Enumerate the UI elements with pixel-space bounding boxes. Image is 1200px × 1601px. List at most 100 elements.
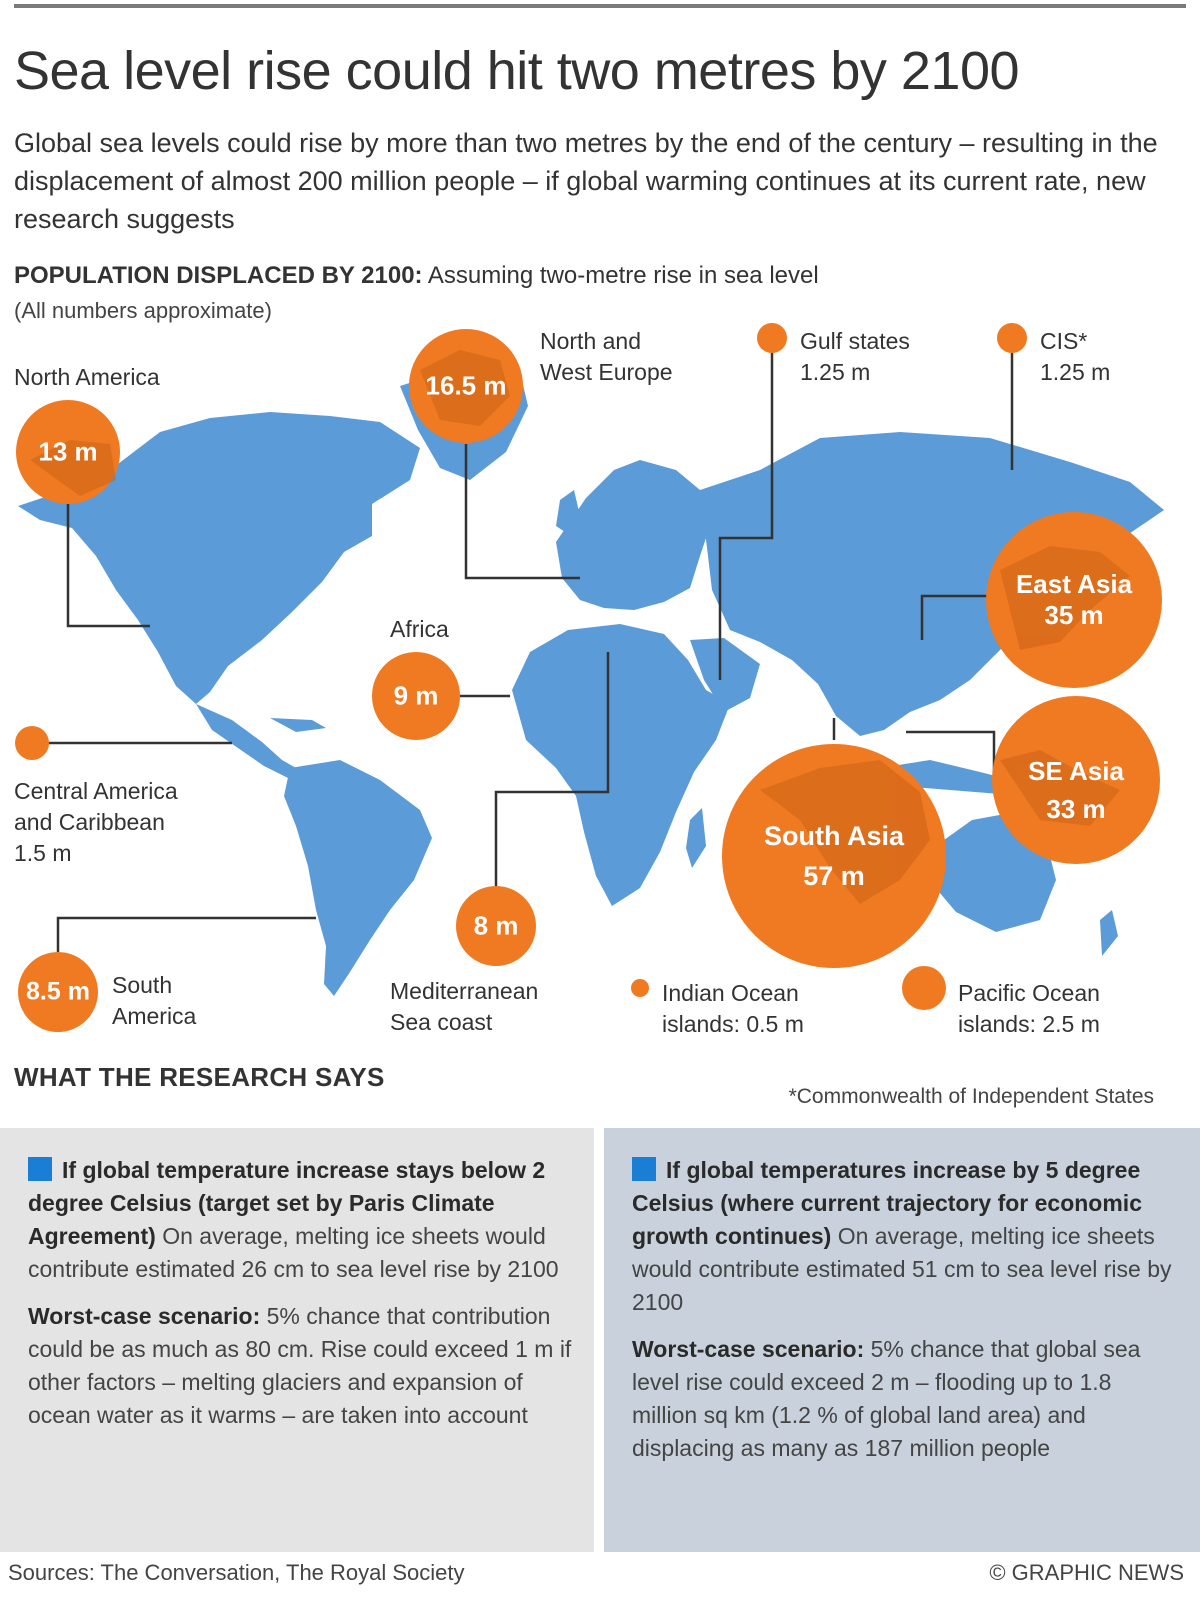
map-note: (All numbers approximate) — [14, 298, 272, 323]
label-gulf: Gulf states 1.25 m — [800, 326, 910, 388]
credit: © GRAPHIC NEWS — [989, 1560, 1184, 1585]
label-africa: Africa — [390, 616, 449, 642]
scenario-5-degrees-summary: If global temperatures increase by 5 deg… — [632, 1154, 1178, 1319]
central-america-line1: Central America — [14, 778, 178, 804]
square-bullet-icon — [28, 1157, 52, 1181]
mediterranean-line2: Sea coast — [390, 1009, 493, 1035]
label-north-america: North America — [14, 364, 160, 390]
indian-ocean-line1: Indian Ocean — [662, 980, 799, 1006]
scenario-5-degrees-worst: Worst-case scenario: 5% chance that glob… — [632, 1333, 1178, 1465]
mediterranean-line1: Mediterranean — [390, 978, 539, 1004]
bubble-cis — [997, 323, 1027, 353]
central-america-value: 1.5 m — [14, 840, 72, 866]
label-cis: CIS* 1.25 m — [1040, 326, 1110, 388]
scenario-2-degrees-bold: If global temperature increase stays bel… — [28, 1157, 546, 1249]
east-asia-value: 35 m — [1044, 600, 1104, 630]
scenario-5-degrees-text: On average, melting ice sheets would con… — [632, 1223, 1172, 1315]
leader-europe — [464, 444, 580, 580]
land-masses — [18, 364, 1164, 996]
land-uk — [556, 490, 580, 534]
world-map — [15, 323, 1164, 1032]
map-heading: POPULATION DISPLACED BY 2100: Assuming t… — [14, 262, 819, 290]
leader-gulf — [718, 340, 774, 680]
bubble-value-europe: 16.5 m — [425, 370, 507, 401]
se-asia-name: SE Asia — [1028, 756, 1124, 786]
leader-north-america — [66, 504, 150, 628]
scenario-2-degrees-worst: Worst-case scenario: 5% chance that cont… — [28, 1300, 572, 1432]
bubble-land-shading — [30, 350, 1130, 904]
scenario-5-degrees-bold: If global temperatures increase by 5 deg… — [632, 1157, 1142, 1249]
top-rule — [14, 4, 1186, 8]
south-asia-name: South Asia — [763, 821, 905, 851]
land-madagascar — [686, 808, 706, 868]
south-america-line1: South — [112, 972, 173, 998]
page-title: Sea level rise could hit two metres by 2… — [14, 41, 1020, 101]
indian-ocean-line2: islands: 0.5 m — [662, 1011, 804, 1037]
bubble-value-north-america: 13 m — [38, 436, 98, 467]
bubble-label-se-asia: SE Asia 33 m — [1028, 752, 1124, 828]
bubble-label-east-asia: East Asia 35 m — [1016, 569, 1132, 631]
bubbles — [15, 323, 1162, 1032]
leader-east-asia — [920, 594, 990, 640]
europe-line1: North and — [540, 328, 642, 354]
cis-value: 1.25 m — [1040, 359, 1111, 385]
scenario-box-5-degrees: If global temperatures increase by 5 deg… — [604, 1128, 1200, 1552]
scenario-box-2-degrees: If global temperature increase stays bel… — [0, 1128, 594, 1552]
land-new-zealand — [1100, 910, 1118, 956]
bubble-north-america — [16, 400, 120, 504]
bubble-gulf — [757, 323, 787, 353]
cis-footnote: *Commonwealth of Independent States — [788, 1085, 1154, 1108]
land-europe — [556, 460, 712, 610]
sources: Sources: The Conversation, The Royal Soc… — [8, 1560, 465, 1585]
label-pacific-ocean: Pacific Ocean islands: 2.5 m — [958, 978, 1100, 1040]
land-africa — [512, 624, 730, 906]
worst-case-label: Worst-case scenario: — [632, 1336, 865, 1362]
pacific-ocean-line1: Pacific Ocean — [958, 980, 1100, 1006]
bubble-africa — [372, 652, 460, 740]
south-america-line2: America — [112, 1003, 197, 1029]
bubble-indian-ocean — [631, 979, 649, 997]
land-asia — [700, 432, 1164, 736]
square-bullet-icon — [632, 1157, 656, 1181]
bubble-value-africa: 9 m — [393, 680, 439, 711]
land-central-america — [196, 704, 296, 778]
label-central-america: Central America and Caribbean 1.5 m — [14, 776, 178, 869]
worst-case-text: 5% chance that global sea level rise cou… — [632, 1336, 1141, 1461]
gulf-value: 1.25 m — [800, 359, 871, 385]
page-subtitle: Global sea levels could rise by more tha… — [14, 128, 1158, 234]
bubble-value-mediterranean: 8 m — [473, 910, 519, 941]
bubble-east-asia — [986, 512, 1162, 688]
bubble-south-america — [18, 952, 98, 1032]
bubble-central-america — [15, 726, 49, 760]
label-indian-ocean: Indian Ocean islands: 0.5 m — [662, 978, 804, 1040]
land-caribbean — [270, 718, 326, 732]
scenario-2-degrees-summary: If global temperature increase stays bel… — [28, 1154, 572, 1286]
land-arabia — [690, 638, 760, 712]
map-heading-bold: POPULATION DISPLACED BY 2100: — [14, 262, 423, 289]
label-mediterranean: Mediterranean Sea coast — [390, 976, 538, 1038]
scenario-2-degrees-text: On average, melting ice sheets would con… — [28, 1223, 559, 1282]
bubble-south-asia — [722, 744, 946, 968]
label-south-america: South America — [112, 970, 196, 1032]
label-europe: North and West Europe — [540, 326, 673, 388]
map-heading-rest: Assuming two-metre rise in sea level — [422, 262, 819, 289]
land-north-america — [18, 412, 420, 704]
cis-name: CIS* — [1040, 328, 1088, 354]
bubble-pacific-ocean — [902, 966, 946, 1010]
bubble-mediterranean — [456, 886, 536, 966]
bubble-europe — [409, 329, 523, 443]
leader-mediterranean — [494, 652, 610, 886]
south-asia-value: 57 m — [803, 861, 865, 891]
east-asia-name: East Asia — [1015, 569, 1133, 599]
bubble-se-asia — [992, 696, 1160, 864]
central-america-line2: and Caribbean — [14, 809, 165, 835]
leader-south-america — [56, 916, 316, 952]
se-asia-value: 33 m — [1046, 794, 1106, 824]
worst-case-label: Worst-case scenario: — [28, 1303, 261, 1329]
land-south-america — [284, 760, 432, 996]
bubble-label-south-asia: South Asia 57 m — [764, 816, 904, 896]
research-heading: WHAT THE RESEARCH SAYS — [14, 1062, 385, 1092]
pacific-ocean-line2: islands: 2.5 m — [958, 1011, 1100, 1037]
europe-line2: West Europe — [540, 359, 673, 385]
bubble-value-south-america: 8.5 m — [26, 977, 90, 1006]
